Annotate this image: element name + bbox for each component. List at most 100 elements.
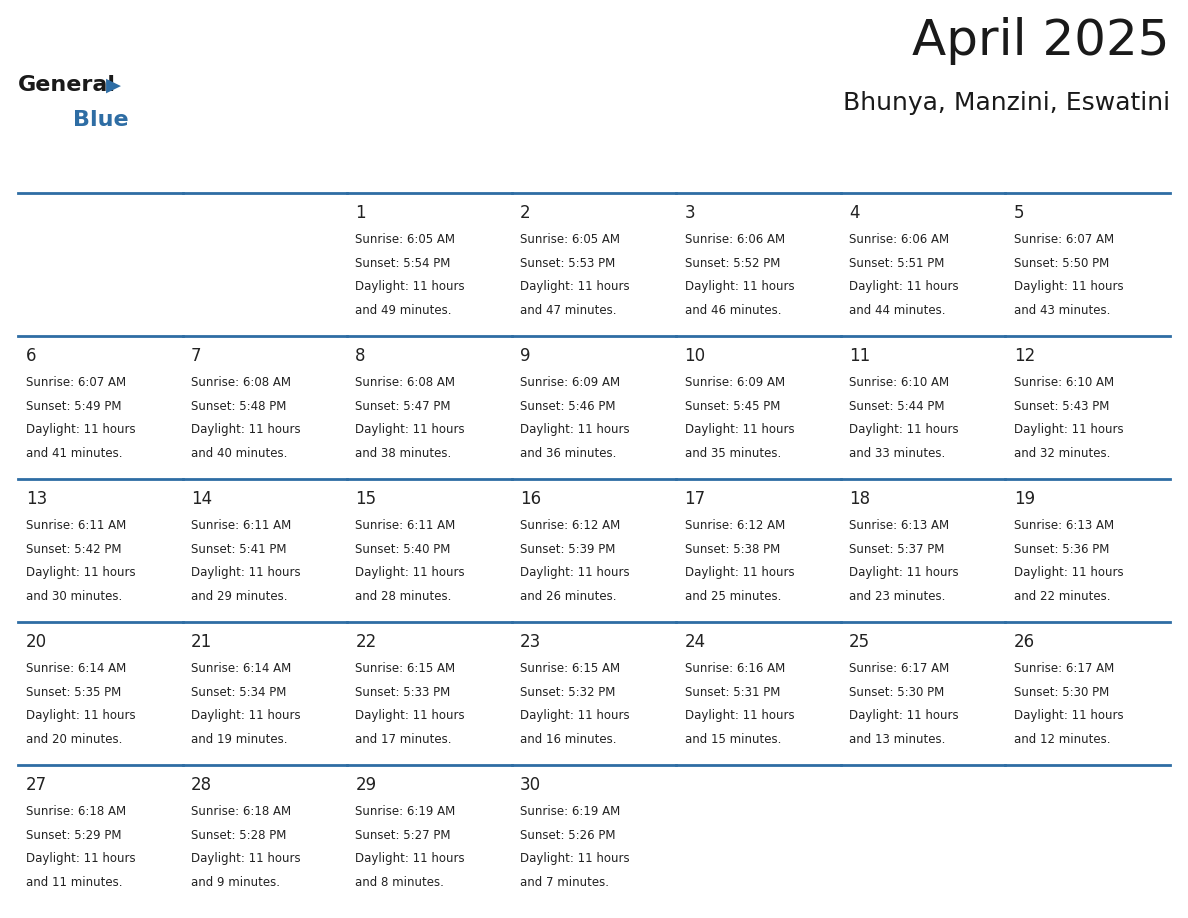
Text: Daylight: 11 hours: Daylight: 11 hours xyxy=(191,852,301,866)
Text: Daylight: 11 hours: Daylight: 11 hours xyxy=(1013,566,1124,579)
Text: and 30 minutes.: and 30 minutes. xyxy=(26,590,122,603)
Text: Sunrise: 6:17 AM: Sunrise: 6:17 AM xyxy=(1013,662,1114,675)
Text: Daylight: 11 hours: Daylight: 11 hours xyxy=(520,710,630,722)
Text: and 32 minutes.: and 32 minutes. xyxy=(1013,447,1110,460)
Text: Daylight: 11 hours: Daylight: 11 hours xyxy=(684,710,794,722)
Text: Sunrise: 6:13 AM: Sunrise: 6:13 AM xyxy=(1013,519,1114,532)
Text: Daylight: 11 hours: Daylight: 11 hours xyxy=(26,852,135,866)
Text: Sunrise: 6:11 AM: Sunrise: 6:11 AM xyxy=(26,519,126,532)
Text: and 47 minutes.: and 47 minutes. xyxy=(520,304,617,317)
Text: Sunset: 5:44 PM: Sunset: 5:44 PM xyxy=(849,399,944,412)
Text: Blue: Blue xyxy=(72,110,128,130)
Text: Wednesday: Wednesday xyxy=(529,167,636,185)
Text: Sunset: 5:26 PM: Sunset: 5:26 PM xyxy=(520,829,615,842)
Text: and 41 minutes.: and 41 minutes. xyxy=(26,447,122,460)
Text: Daylight: 11 hours: Daylight: 11 hours xyxy=(191,566,301,579)
Text: and 13 minutes.: and 13 minutes. xyxy=(849,733,946,745)
Text: Sunrise: 6:05 AM: Sunrise: 6:05 AM xyxy=(355,233,455,246)
Text: 29: 29 xyxy=(355,777,377,794)
Text: Sunset: 5:43 PM: Sunset: 5:43 PM xyxy=(1013,399,1110,412)
Text: Saturday: Saturday xyxy=(1022,167,1106,185)
Text: and 36 minutes.: and 36 minutes. xyxy=(520,447,617,460)
Text: Sunrise: 6:07 AM: Sunrise: 6:07 AM xyxy=(26,376,126,389)
Text: Sunset: 5:50 PM: Sunset: 5:50 PM xyxy=(1013,257,1108,270)
Text: Sunrise: 6:10 AM: Sunrise: 6:10 AM xyxy=(1013,376,1114,389)
Text: Sunset: 5:28 PM: Sunset: 5:28 PM xyxy=(191,829,286,842)
Text: and 8 minutes.: and 8 minutes. xyxy=(355,876,444,889)
Text: Sunrise: 6:10 AM: Sunrise: 6:10 AM xyxy=(849,376,949,389)
Text: Daylight: 11 hours: Daylight: 11 hours xyxy=(355,423,465,436)
Text: and 38 minutes.: and 38 minutes. xyxy=(355,447,451,460)
Text: Sunset: 5:31 PM: Sunset: 5:31 PM xyxy=(684,686,779,699)
Text: Sunrise: 6:07 AM: Sunrise: 6:07 AM xyxy=(1013,233,1114,246)
Text: Sunset: 5:52 PM: Sunset: 5:52 PM xyxy=(684,257,779,270)
Text: and 7 minutes.: and 7 minutes. xyxy=(520,876,609,889)
Text: Sunset: 5:39 PM: Sunset: 5:39 PM xyxy=(520,543,615,555)
Text: 3: 3 xyxy=(684,205,695,222)
Text: Sunrise: 6:06 AM: Sunrise: 6:06 AM xyxy=(684,233,784,246)
Text: 1: 1 xyxy=(355,205,366,222)
Text: Sunset: 5:46 PM: Sunset: 5:46 PM xyxy=(520,399,615,412)
Text: Sunrise: 6:18 AM: Sunrise: 6:18 AM xyxy=(191,805,291,818)
Text: Daylight: 11 hours: Daylight: 11 hours xyxy=(684,280,794,293)
Text: Daylight: 11 hours: Daylight: 11 hours xyxy=(26,423,135,436)
Text: and 44 minutes.: and 44 minutes. xyxy=(849,304,946,317)
Text: 4: 4 xyxy=(849,205,860,222)
Text: 19: 19 xyxy=(1013,490,1035,509)
Text: Sunset: 5:30 PM: Sunset: 5:30 PM xyxy=(849,686,944,699)
Text: and 19 minutes.: and 19 minutes. xyxy=(191,733,287,745)
Text: 21: 21 xyxy=(191,633,211,652)
Text: Daylight: 11 hours: Daylight: 11 hours xyxy=(520,423,630,436)
Text: 27: 27 xyxy=(26,777,48,794)
Text: and 26 minutes.: and 26 minutes. xyxy=(520,590,617,603)
Text: 8: 8 xyxy=(355,347,366,365)
Text: Sunrise: 6:08 AM: Sunrise: 6:08 AM xyxy=(355,376,455,389)
Text: and 40 minutes.: and 40 minutes. xyxy=(191,447,287,460)
Text: and 16 minutes.: and 16 minutes. xyxy=(520,733,617,745)
Text: Sunday: Sunday xyxy=(34,167,103,185)
Text: Daylight: 11 hours: Daylight: 11 hours xyxy=(520,280,630,293)
Text: Sunset: 5:53 PM: Sunset: 5:53 PM xyxy=(520,257,615,270)
Text: and 46 minutes.: and 46 minutes. xyxy=(684,304,781,317)
Text: Sunrise: 6:18 AM: Sunrise: 6:18 AM xyxy=(26,805,126,818)
Text: Sunset: 5:37 PM: Sunset: 5:37 PM xyxy=(849,543,944,555)
Text: Sunset: 5:51 PM: Sunset: 5:51 PM xyxy=(849,257,944,270)
Text: Sunrise: 6:08 AM: Sunrise: 6:08 AM xyxy=(191,376,291,389)
Text: and 43 minutes.: and 43 minutes. xyxy=(1013,304,1110,317)
Text: Daylight: 11 hours: Daylight: 11 hours xyxy=(684,423,794,436)
Text: Daylight: 11 hours: Daylight: 11 hours xyxy=(849,423,959,436)
Text: 14: 14 xyxy=(191,490,211,509)
Text: and 35 minutes.: and 35 minutes. xyxy=(684,447,781,460)
Text: Sunrise: 6:14 AM: Sunrise: 6:14 AM xyxy=(191,662,291,675)
Text: 16: 16 xyxy=(520,490,541,509)
Text: and 28 minutes.: and 28 minutes. xyxy=(355,590,451,603)
Text: Sunrise: 6:16 AM: Sunrise: 6:16 AM xyxy=(684,662,785,675)
Text: Sunrise: 6:13 AM: Sunrise: 6:13 AM xyxy=(849,519,949,532)
Text: Thursday: Thursday xyxy=(693,167,779,185)
Text: ▶: ▶ xyxy=(106,76,121,95)
Text: and 23 minutes.: and 23 minutes. xyxy=(849,590,946,603)
Text: 9: 9 xyxy=(520,347,531,365)
Text: Sunset: 5:29 PM: Sunset: 5:29 PM xyxy=(26,829,121,842)
Text: Tuesday: Tuesday xyxy=(364,167,440,185)
Text: and 33 minutes.: and 33 minutes. xyxy=(849,447,946,460)
Text: and 49 minutes.: and 49 minutes. xyxy=(355,304,451,317)
Text: Daylight: 11 hours: Daylight: 11 hours xyxy=(26,566,135,579)
Text: Daylight: 11 hours: Daylight: 11 hours xyxy=(355,852,465,866)
Text: Daylight: 11 hours: Daylight: 11 hours xyxy=(26,710,135,722)
Text: Sunset: 5:49 PM: Sunset: 5:49 PM xyxy=(26,399,121,412)
Text: Sunrise: 6:11 AM: Sunrise: 6:11 AM xyxy=(355,519,456,532)
Text: Sunset: 5:40 PM: Sunset: 5:40 PM xyxy=(355,543,450,555)
Text: Daylight: 11 hours: Daylight: 11 hours xyxy=(191,423,301,436)
Text: Sunrise: 6:19 AM: Sunrise: 6:19 AM xyxy=(520,805,620,818)
Text: Sunset: 5:48 PM: Sunset: 5:48 PM xyxy=(191,399,286,412)
Text: 22: 22 xyxy=(355,633,377,652)
Text: Daylight: 11 hours: Daylight: 11 hours xyxy=(520,852,630,866)
Text: Daylight: 11 hours: Daylight: 11 hours xyxy=(355,280,465,293)
Text: Daylight: 11 hours: Daylight: 11 hours xyxy=(355,710,465,722)
Text: Sunset: 5:54 PM: Sunset: 5:54 PM xyxy=(355,257,450,270)
Text: April 2025: April 2025 xyxy=(912,17,1170,65)
Text: Monday: Monday xyxy=(200,167,272,185)
Text: Sunrise: 6:06 AM: Sunrise: 6:06 AM xyxy=(849,233,949,246)
Text: 15: 15 xyxy=(355,490,377,509)
